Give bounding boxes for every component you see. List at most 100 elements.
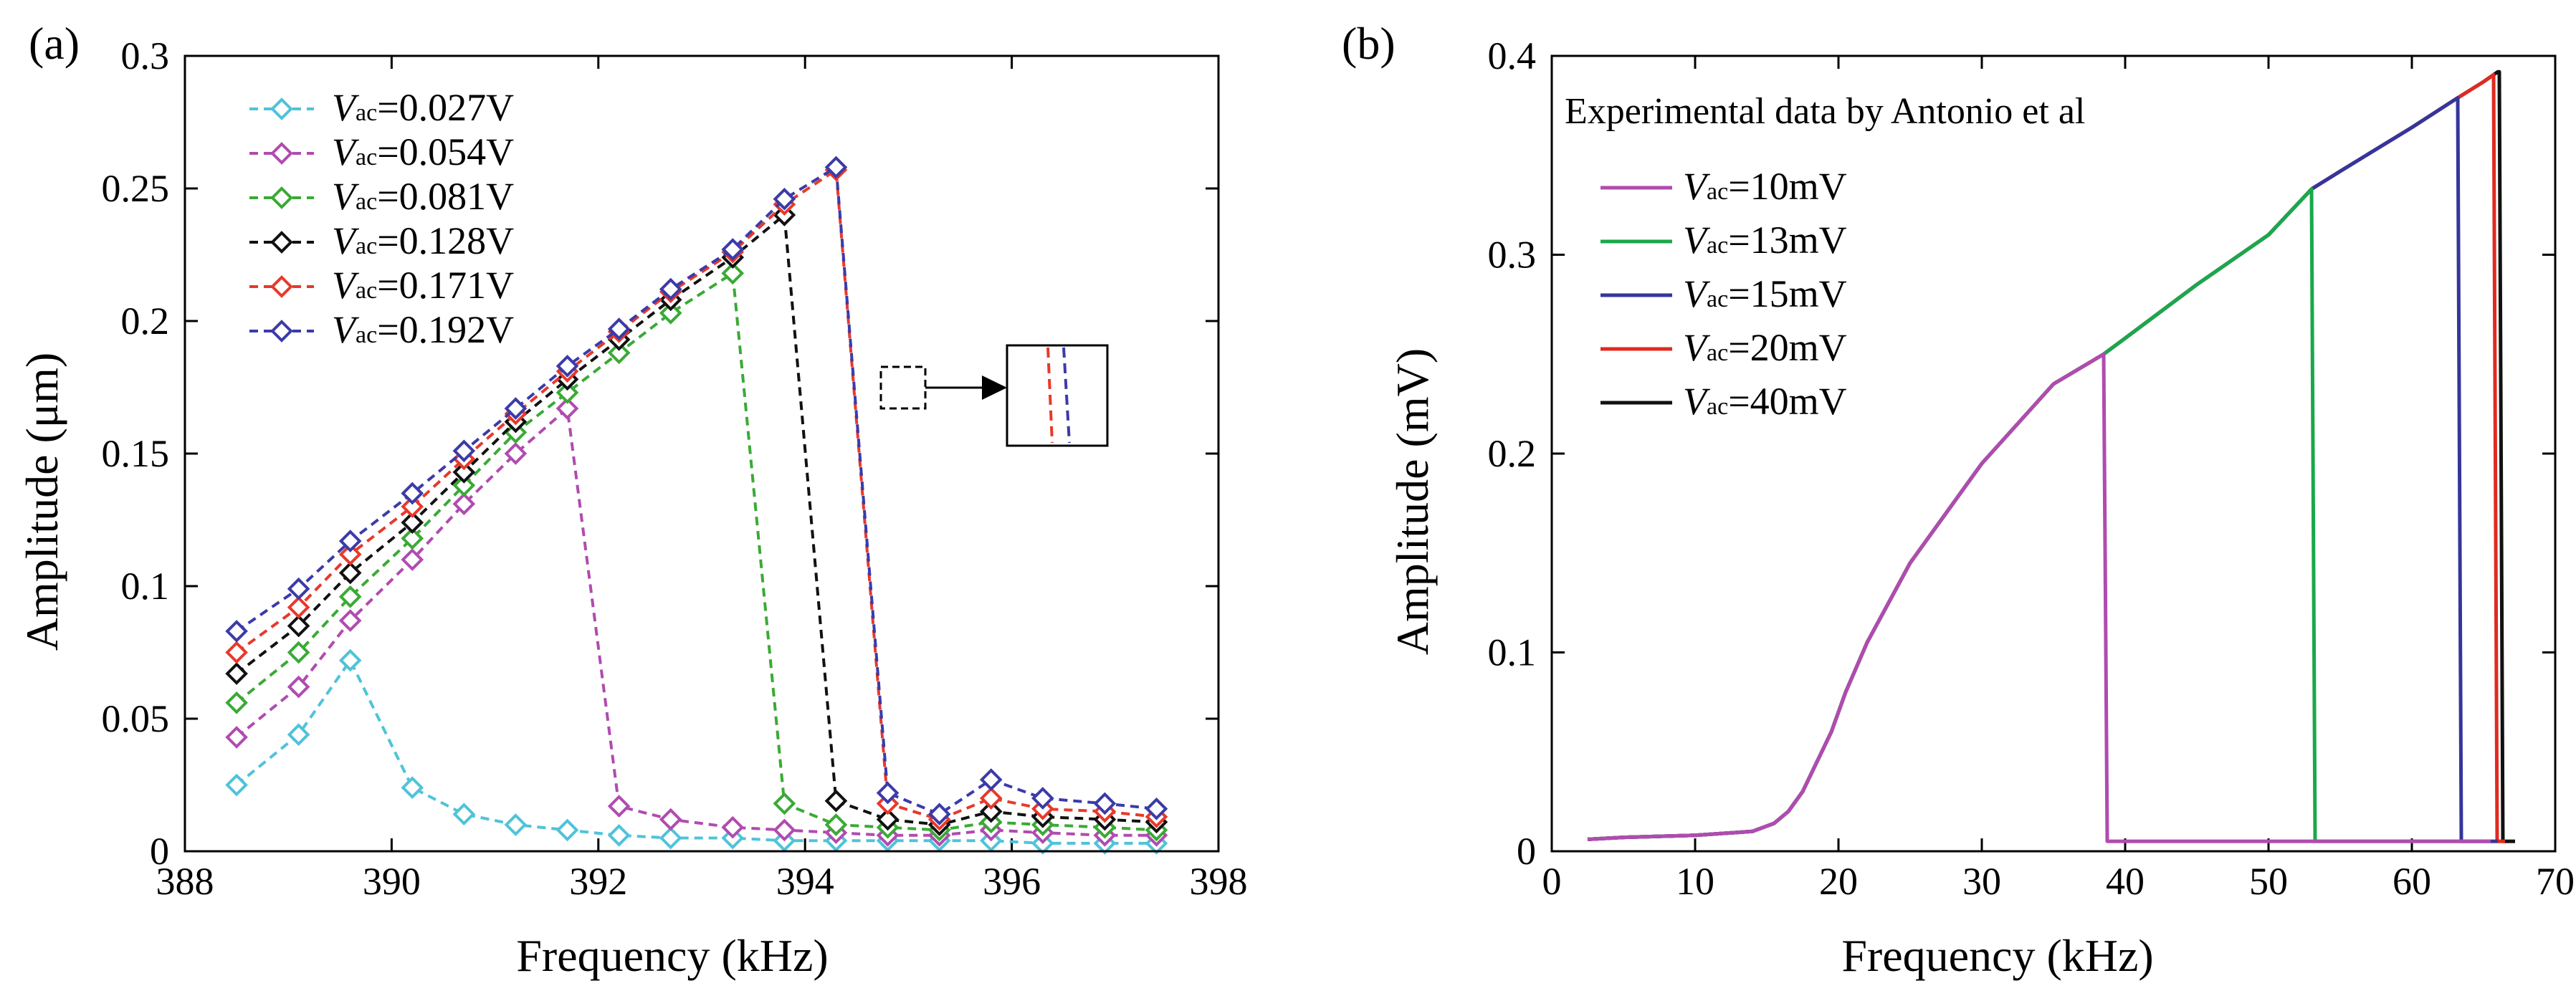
panel-b-ylabel: Amplitude (mV) bbox=[1387, 348, 1438, 655]
y-tick-label: 0.1 bbox=[1488, 631, 1537, 674]
data-point bbox=[1031, 787, 1054, 810]
data-point bbox=[927, 803, 951, 826]
data-point bbox=[773, 818, 796, 842]
legend-label: Vac=40mV bbox=[1683, 380, 1847, 423]
data-point bbox=[287, 614, 310, 638]
x-tick-label: 20 bbox=[1819, 860, 1858, 903]
data-point bbox=[225, 773, 248, 797]
data-point bbox=[287, 641, 310, 664]
data-point bbox=[1145, 797, 1168, 820]
data-point bbox=[452, 461, 476, 484]
series-line bbox=[235, 657, 1157, 845]
series-line-Vac=15mV bbox=[1587, 96, 2498, 843]
data-point bbox=[607, 341, 631, 365]
data-point bbox=[338, 542, 362, 566]
legend-marker bbox=[270, 320, 293, 343]
y-tick-label: 0.1 bbox=[121, 565, 170, 608]
series-line bbox=[235, 164, 1157, 816]
panel-a: (a) Amplitude (μm) Frequency (kHz) 388 39… bbox=[16, 18, 1248, 981]
series-line bbox=[235, 167, 1157, 821]
y-tick-label: 0.2 bbox=[121, 300, 170, 343]
data-point bbox=[659, 277, 682, 301]
data-point bbox=[504, 442, 528, 465]
panel-b-label: (b) bbox=[1342, 18, 1396, 69]
legend-entry: Vac=40mV bbox=[1601, 380, 1847, 423]
zoom-inset bbox=[879, 344, 1109, 447]
data-point bbox=[659, 808, 682, 831]
legend-label: Vac=0.027V bbox=[332, 86, 514, 129]
panel-a-frame bbox=[183, 54, 1220, 853]
data-point bbox=[287, 595, 310, 619]
legend-marker bbox=[270, 97, 293, 120]
x-tick-label: 60 bbox=[2393, 860, 2431, 903]
data-point bbox=[721, 815, 745, 839]
legend-entry: Vac=20mV bbox=[1601, 326, 1847, 369]
data-point bbox=[225, 620, 248, 643]
data-point bbox=[555, 397, 579, 420]
legend-entry: Vac=0.054V bbox=[249, 130, 514, 173]
data-point bbox=[401, 548, 424, 571]
legend-entry: Vac=13mV bbox=[1601, 219, 1847, 262]
x-tick-label: 50 bbox=[2249, 860, 2288, 903]
data-point bbox=[876, 781, 900, 805]
x-tick-label: 30 bbox=[1962, 860, 2001, 903]
data-point bbox=[1093, 792, 1117, 815]
x-tick-label: 394 bbox=[776, 860, 834, 903]
data-point bbox=[659, 302, 682, 325]
legend-marker bbox=[270, 231, 293, 254]
x-tick-label: 396 bbox=[983, 860, 1041, 903]
data-point bbox=[401, 527, 424, 550]
data-point bbox=[225, 691, 248, 714]
legend-label: Vac=13mV bbox=[1683, 219, 1847, 262]
x-tick-label: 70 bbox=[2536, 860, 2575, 903]
data-point bbox=[287, 675, 310, 699]
legend-entry: Vac=0.027V bbox=[249, 86, 514, 129]
legend-label: Vac=15mV bbox=[1683, 272, 1847, 315]
data-point bbox=[287, 577, 310, 600]
x-tick-label: 0 bbox=[1542, 860, 1562, 903]
data-point bbox=[338, 648, 362, 672]
series-Vac=0.081V bbox=[225, 262, 1168, 842]
data-point bbox=[504, 397, 528, 420]
data-point bbox=[225, 641, 248, 664]
legend-entry: Vac=0.128V bbox=[249, 219, 514, 262]
panel-b-xlabel: Frequency (kHz) bbox=[1841, 930, 2153, 981]
data-point bbox=[773, 187, 796, 211]
legend-label: Vac=0.171V bbox=[332, 264, 514, 307]
data-point bbox=[452, 474, 476, 497]
panel-a-xlabel: Frequency (kHz) bbox=[516, 930, 828, 981]
data-point bbox=[721, 262, 745, 285]
legend-entry: Vac=0.081V bbox=[249, 175, 514, 218]
x-tick-label: 392 bbox=[569, 860, 627, 903]
inset-box bbox=[1006, 344, 1109, 447]
inset-red-line bbox=[1046, 347, 1054, 444]
legend-entry: Vac=0.171V bbox=[249, 264, 514, 307]
inset-blue-line bbox=[1062, 347, 1071, 444]
panel-a-ylabel: Amplitude (μm) bbox=[16, 353, 67, 651]
data-point bbox=[979, 787, 1003, 810]
data-point bbox=[401, 776, 424, 800]
data-point bbox=[607, 795, 631, 818]
panel-b: (b) Amplitude (mV) Frequency (kHz) 0 10 20… bbox=[1342, 18, 2575, 981]
series-line-Vac=10mV bbox=[1587, 352, 2491, 843]
data-point bbox=[555, 381, 579, 404]
legend-label: Vac=0.192V bbox=[332, 308, 514, 351]
data-point bbox=[555, 818, 579, 842]
x-tick-label: 390 bbox=[363, 860, 421, 903]
panel-b-annotation: Experimental data by Antonio et al bbox=[1565, 91, 2085, 132]
data-point bbox=[555, 355, 579, 378]
legend-entry: Vac=10mV bbox=[1601, 165, 1847, 208]
legend-label: Vac=0.128V bbox=[332, 219, 514, 262]
y-tick-label: 0.3 bbox=[121, 34, 170, 77]
y-tick-label: 0.2 bbox=[1488, 432, 1537, 475]
data-point bbox=[824, 155, 848, 179]
data-point bbox=[225, 726, 248, 749]
legend-label: Vac=10mV bbox=[1683, 165, 1847, 208]
data-point bbox=[401, 482, 424, 505]
data-point bbox=[338, 609, 362, 632]
series-Vac=0.054V bbox=[225, 397, 1168, 847]
data-point bbox=[721, 238, 745, 261]
series-line bbox=[235, 212, 1157, 827]
y-tick-label: 0.15 bbox=[102, 432, 170, 475]
